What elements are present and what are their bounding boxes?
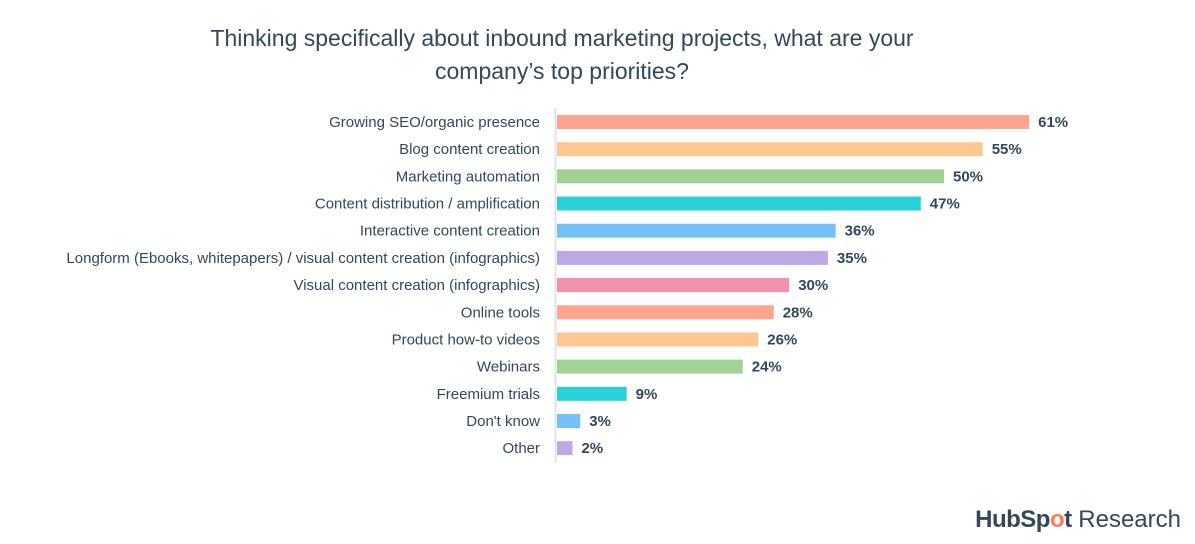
data-label: 24% xyxy=(752,359,782,376)
category-label: Webinars xyxy=(477,359,540,376)
data-label: 9% xyxy=(636,386,658,403)
category-label: Longform (Ebooks, whitepapers) / visual … xyxy=(66,250,540,267)
bar xyxy=(557,169,944,184)
data-label: 26% xyxy=(767,331,797,348)
chart-title-line-2: company’s top priorities? xyxy=(435,58,689,84)
category-label: Content distribution / amplification xyxy=(315,196,540,213)
category-label: Blog content creation xyxy=(399,141,540,158)
bar xyxy=(557,413,581,428)
bar xyxy=(557,386,627,401)
bar xyxy=(557,223,836,238)
data-label: 61% xyxy=(1038,114,1068,131)
data-label: 47% xyxy=(930,196,960,213)
category-label: Other xyxy=(502,440,540,457)
category-label: Product how-to videos xyxy=(392,331,540,348)
data-label: 35% xyxy=(837,250,867,267)
bar xyxy=(557,278,790,293)
category-label: Interactive content creation xyxy=(360,223,540,240)
bar xyxy=(557,250,828,265)
category-label: Online tools xyxy=(461,304,540,321)
category-label: Growing SEO/organic presence xyxy=(329,114,540,131)
bar xyxy=(557,142,983,157)
bar xyxy=(557,332,759,347)
category-label: Freemium trials xyxy=(437,386,540,403)
data-label: 3% xyxy=(589,413,611,430)
chart-title: Thinking specifically about inbound mark… xyxy=(0,22,1124,88)
data-label: 50% xyxy=(953,168,983,185)
data-label: 30% xyxy=(798,277,828,294)
category-label: Marketing automation xyxy=(396,168,540,185)
category-label: Visual content creation (infographics) xyxy=(293,277,540,294)
bar xyxy=(557,305,774,320)
data-label: 28% xyxy=(783,304,813,321)
bar xyxy=(557,441,573,456)
chart-title-line-1: Thinking specifically about inbound mark… xyxy=(210,25,914,51)
category-label: Don't know xyxy=(466,413,540,430)
hubspot-research-logo: HubSpot Research xyxy=(975,506,1181,533)
bar xyxy=(557,115,1030,129)
bar xyxy=(557,196,921,211)
data-label: 55% xyxy=(992,141,1022,158)
data-label: 2% xyxy=(581,440,603,457)
bar xyxy=(557,359,743,374)
data-label: 36% xyxy=(845,223,875,240)
